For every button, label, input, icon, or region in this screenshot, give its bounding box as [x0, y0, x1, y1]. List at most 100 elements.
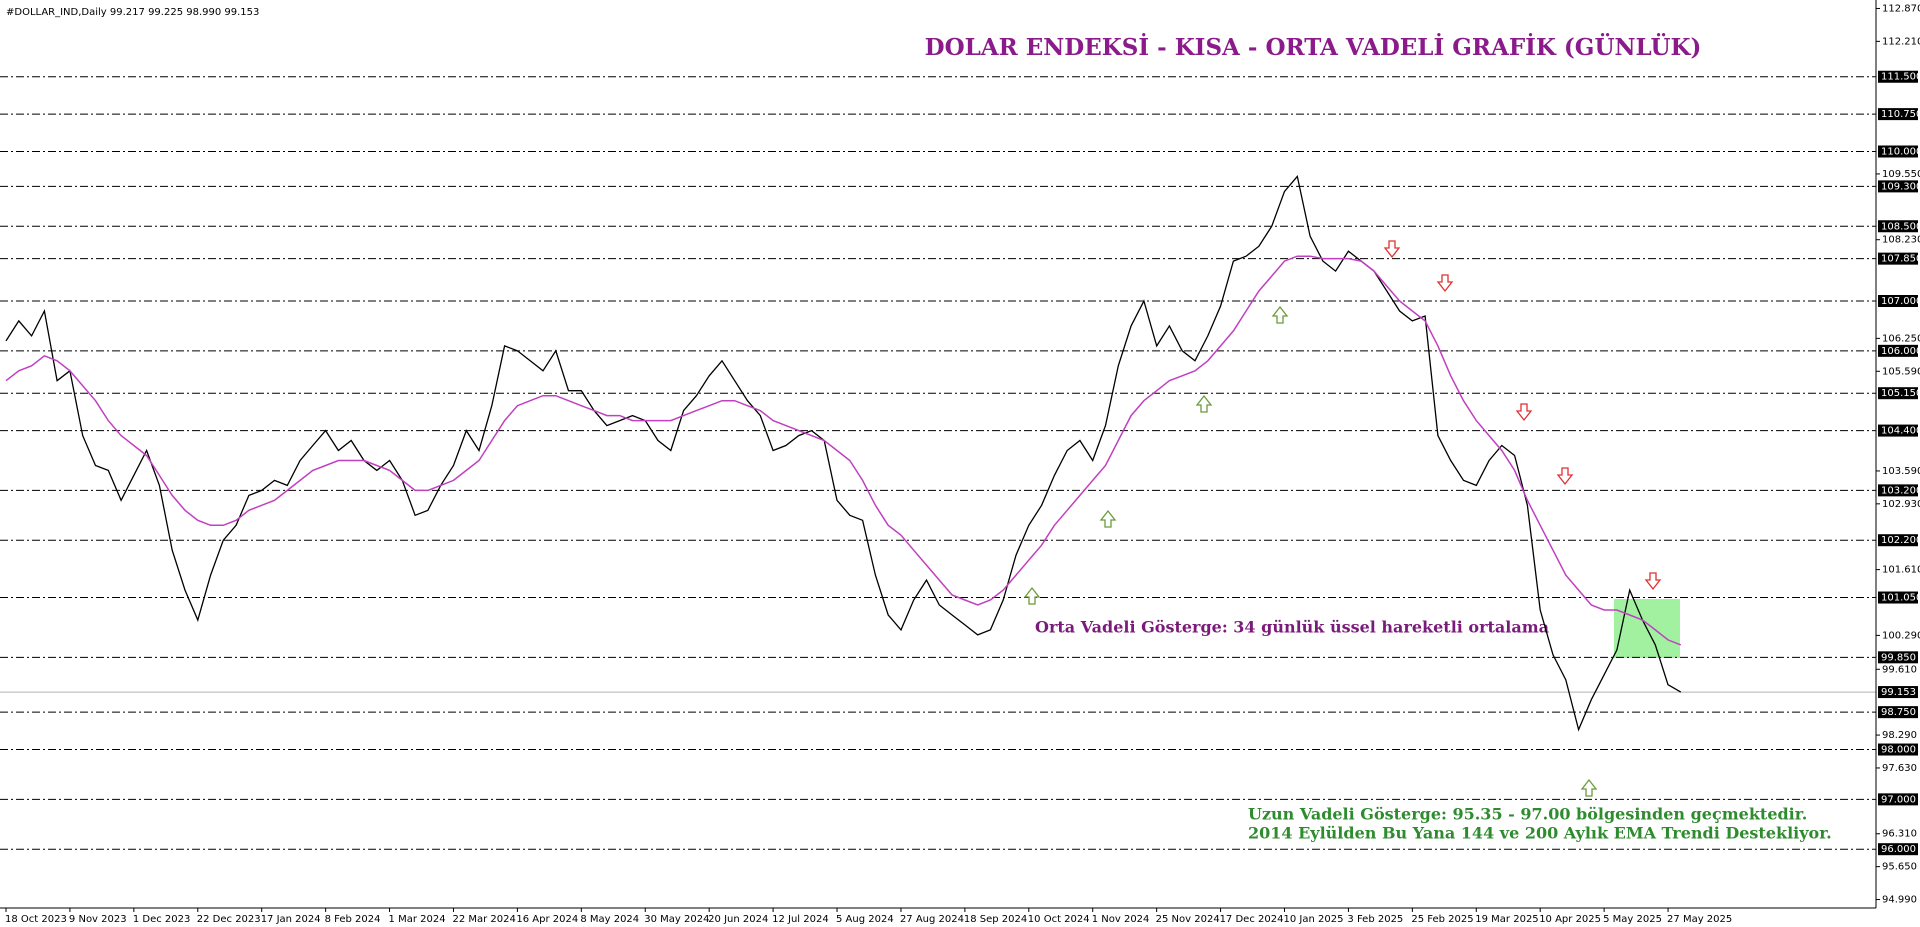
x-tick-label: 30 May 2024: [644, 914, 709, 925]
level-label-bg: [1878, 387, 1918, 400]
level-label-bg: [1878, 252, 1918, 265]
level-label: 110.000: [1881, 146, 1920, 157]
annotation: Orta Vadeli Gösterge: 34 günlük üssel ha…: [1035, 618, 1549, 637]
x-tick-label: 17 Dec 2024: [1220, 914, 1284, 925]
level-label-bg: [1878, 706, 1918, 719]
up-arrow: [1580, 778, 1598, 797]
level-label-bg: [1878, 145, 1918, 158]
x-tick-label: 27 May 2025: [1667, 914, 1732, 925]
y-tick-label: 112.870: [1882, 3, 1920, 14]
level-label-bg: [1878, 70, 1918, 83]
down-arrow: [1556, 467, 1574, 486]
down-arrow: [1383, 240, 1401, 259]
x-tick-label: 27 Aug 2024: [900, 914, 964, 925]
level-label: 103.200: [1881, 485, 1920, 496]
level-label: 110.750: [1881, 109, 1920, 120]
level-label: 99.850: [1881, 652, 1916, 663]
x-tick-label: 16 Apr 2024: [516, 914, 578, 925]
x-tick-label: 19 Mar 2025: [1475, 914, 1538, 925]
level-label: 97.000: [1881, 794, 1916, 805]
y-tick-label: 96.310: [1882, 829, 1917, 840]
x-tick-label: 10 Apr 2025: [1539, 914, 1601, 925]
x-tick-label: 22 Mar 2024: [452, 914, 515, 925]
level-label-bg: [1878, 651, 1918, 664]
level-label-bg: [1878, 424, 1918, 437]
level-label-bg: [1878, 220, 1918, 233]
x-tick-label: 10 Oct 2024: [1028, 914, 1090, 925]
level-label: 106.000: [1881, 346, 1920, 357]
level-label: 96.000: [1881, 844, 1916, 855]
level-label: 107.850: [1881, 254, 1920, 265]
y-tick-label: 94.990: [1882, 895, 1917, 906]
x-tick-label: 1 Mar 2024: [389, 914, 446, 925]
level-label-bg: [1878, 484, 1918, 497]
x-tick-label: 10 Jan 2025: [1284, 914, 1344, 925]
level-label: 104.400: [1881, 426, 1920, 437]
x-tick-label: 20 Jun 2024: [708, 914, 768, 925]
level-label-bg: [1878, 180, 1918, 193]
y-tick-label: 102.930: [1882, 499, 1920, 510]
up-arrow: [1099, 509, 1117, 528]
x-tick-label: 9 Nov 2023: [69, 914, 127, 925]
up-arrow: [1023, 586, 1041, 605]
level-label: 98.750: [1881, 707, 1916, 718]
level-label: 101.050: [1881, 593, 1920, 604]
y-tick-label: 95.650: [1882, 862, 1917, 873]
level-label-bg: [1878, 591, 1918, 604]
annotation: 2014 Eylülden Bu Yana 144 ve 200 Aylık E…: [1248, 824, 1832, 843]
level-label-bg: [1878, 344, 1918, 357]
y-tick-label: 106.250: [1882, 333, 1920, 344]
level-label: 107.000: [1881, 296, 1920, 307]
down-arrow: [1515, 403, 1533, 422]
price-line: [5, 174, 1682, 732]
x-tick-label: 3 Feb 2025: [1347, 914, 1403, 925]
down-arrow: [1436, 274, 1454, 293]
x-tick-label: 8 Feb 2024: [325, 914, 381, 925]
ema-line: [5, 255, 1682, 646]
x-tick-label: 17 Jan 2024: [261, 914, 321, 925]
level-label-bg: [1878, 843, 1918, 856]
x-tick-label: 22 Dec 2023: [197, 914, 261, 925]
y-tick-label: 100.290: [1882, 630, 1920, 641]
x-tick-label: 18 Sep 2024: [964, 914, 1027, 925]
level-label: 102.200: [1881, 535, 1920, 546]
y-tick-label: 98.290: [1882, 730, 1917, 741]
header: #DOLLAR_IND,Daily 99.217 99.225 98.990 9…: [6, 7, 259, 18]
level-label: 108.500: [1881, 221, 1920, 232]
current-label: 99.153: [1881, 687, 1916, 698]
x-tick-label: 1 Nov 2024: [1092, 914, 1150, 925]
x-tick-label: 18 Oct 2023: [5, 914, 67, 925]
x-tick-label: 5 Aug 2024: [836, 914, 894, 925]
chart-title: DOLAR ENDEKSİ - KISA - ORTA VADELİ GRAFİ…: [925, 33, 1702, 61]
up-arrow: [1195, 394, 1213, 413]
sell-arrows: [1383, 240, 1662, 591]
y-tick-label: 97.630: [1882, 763, 1917, 774]
level-label: 105.150: [1881, 388, 1920, 399]
buy-arrows: [1023, 305, 1598, 797]
level-label-bg: [1878, 108, 1918, 121]
y-tick-label: 112.210: [1882, 36, 1920, 47]
x-tick-label: 12 Jul 2024: [772, 914, 829, 925]
level-label: 109.300: [1881, 181, 1920, 192]
up-arrow: [1271, 305, 1289, 324]
level-label-bg: [1878, 743, 1918, 756]
level-label-bg: [1878, 295, 1918, 308]
level-label: 98.000: [1881, 745, 1916, 756]
y-tick-label: 109.550: [1882, 169, 1920, 180]
x-tick-label: 25 Nov 2024: [1156, 914, 1220, 925]
y-tick-label: 105.590: [1882, 366, 1920, 377]
y-tick-label: 103.590: [1882, 466, 1920, 477]
annotation: Uzun Vadeli Gösterge: 95.35 - 97.00 bölg…: [1248, 805, 1807, 824]
x-tick-label: 5 May 2025: [1603, 914, 1662, 925]
level-label-bg: [1878, 793, 1918, 806]
y-tick-label: 101.610: [1882, 565, 1920, 576]
y-tick-label: 108.230: [1882, 235, 1920, 246]
x-tick-label: 8 May 2024: [580, 914, 639, 925]
y-tick-label: 99.610: [1882, 664, 1917, 675]
current-label-bg: [1878, 686, 1918, 699]
level-label-bg: [1878, 534, 1918, 547]
level-label: 111.500: [1881, 72, 1920, 83]
down-arrow: [1644, 572, 1662, 591]
